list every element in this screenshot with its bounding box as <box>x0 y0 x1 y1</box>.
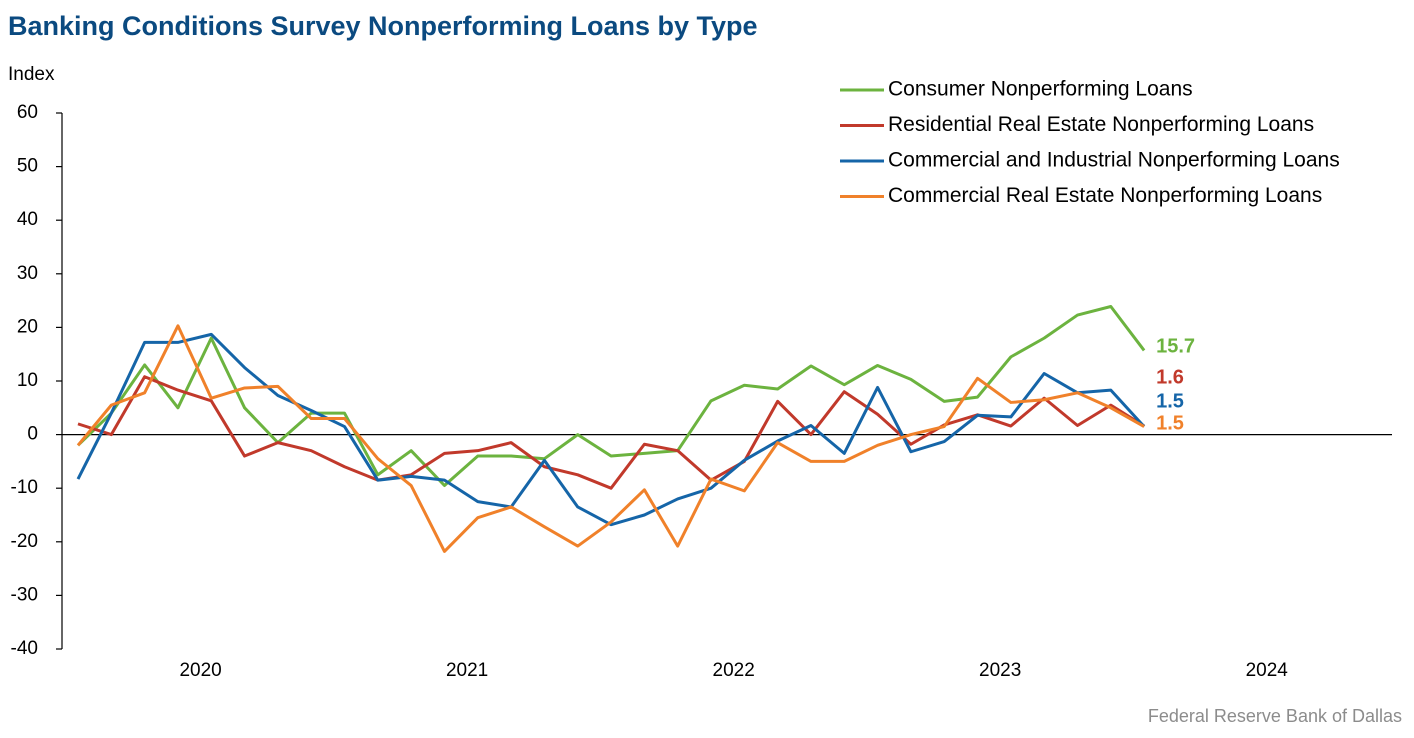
x-tick-label: 2021 <box>446 660 488 681</box>
y-tick-label: 40 <box>17 209 38 230</box>
legend-label: Consumer Nonperforming Loans <box>888 78 1193 101</box>
y-tick-label: -30 <box>11 584 38 605</box>
x-tick-label: 2022 <box>713 660 755 681</box>
series-line <box>76 305 1146 488</box>
end-value-label: 1.5 <box>1156 412 1184 434</box>
y-tick-label: 30 <box>17 263 38 284</box>
y-tick-label: 50 <box>17 156 38 177</box>
series-line <box>76 324 1145 553</box>
series-line <box>76 332 1146 527</box>
y-tick-label: -10 <box>11 477 38 498</box>
end-value-label: 15.7 <box>1156 335 1195 357</box>
x-tick-label: 2024 <box>1246 660 1289 681</box>
end-value-label: 1.5 <box>1156 390 1184 412</box>
source: Federal Reserve Bank of Dallas <box>1148 706 1402 726</box>
y-tick-label: -20 <box>11 531 38 552</box>
y-tick-label: 20 <box>17 316 38 337</box>
y-tick-label: -40 <box>11 638 38 659</box>
end-value-label: 1.6 <box>1156 366 1184 388</box>
x-tick-label: 2020 <box>179 660 221 681</box>
y-tick-label: 0 <box>27 424 38 445</box>
legend-label: Residential Real Estate Nonperforming Lo… <box>888 113 1314 136</box>
chart-title: Banking Conditions Survey Nonperforming … <box>8 11 758 41</box>
legend-label: Commercial and Industrial Nonperforming … <box>888 149 1340 172</box>
y-axis-label: Index <box>8 64 55 85</box>
y-tick-label: 60 <box>17 102 38 123</box>
legend-label: Commercial Real Estate Nonperforming Loa… <box>888 184 1322 207</box>
y-tick-label: 10 <box>17 370 38 391</box>
x-tick-label: 2023 <box>979 660 1021 681</box>
series-line <box>77 375 1145 490</box>
